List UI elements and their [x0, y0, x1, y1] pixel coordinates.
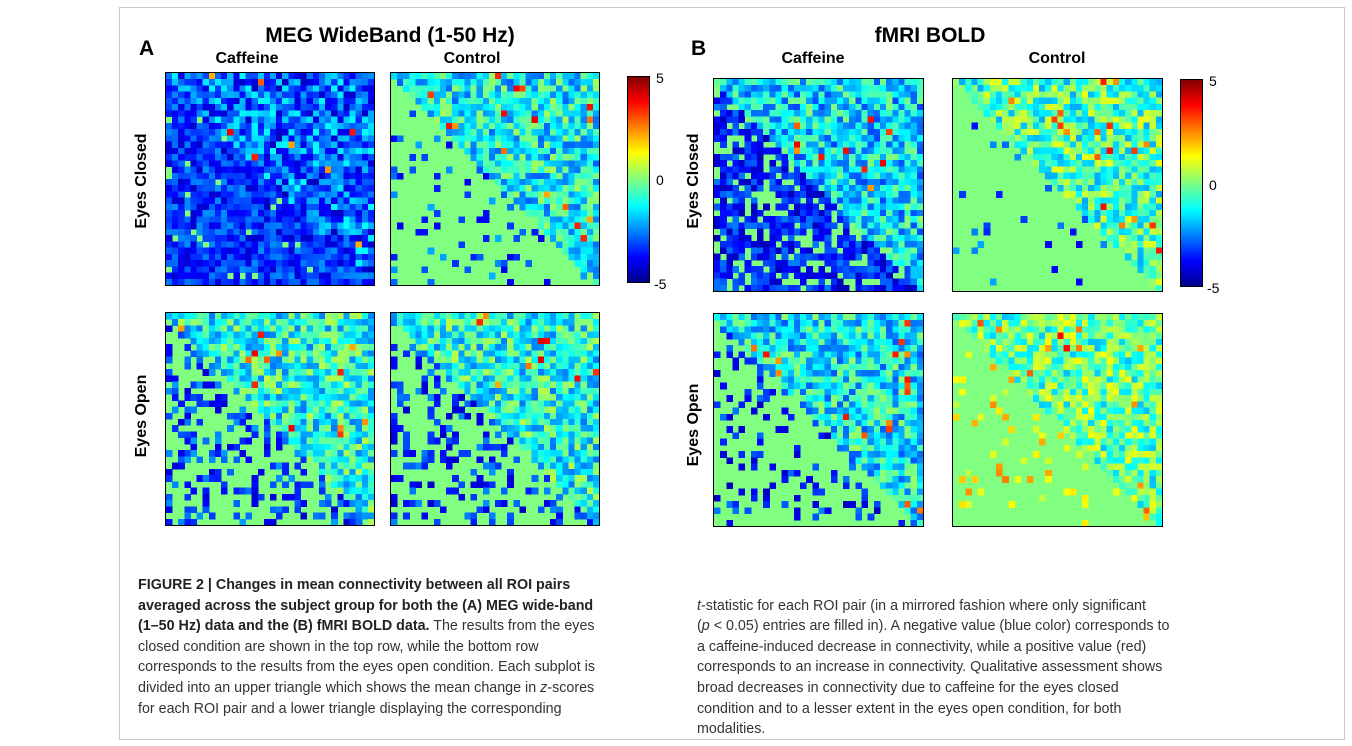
- panel-letter-b: B: [691, 37, 707, 60]
- panel-title-a: MEG WideBand (1-50 Hz): [265, 24, 515, 47]
- colorbar-a-tick-min: -5: [654, 276, 667, 292]
- col-label-a-control: Control: [443, 50, 501, 67]
- matrix-bold-control-eyes-closed: [952, 78, 1163, 292]
- row-label-b-eyes-closed: Eyes Closed: [685, 133, 702, 229]
- colorbar-b-tick-max: 5: [1209, 73, 1217, 89]
- colorbar-a: [627, 76, 650, 283]
- colorbar-b: [1180, 79, 1203, 287]
- col-label-a-caffeine: Caffeine: [215, 50, 279, 67]
- figure-frame: [119, 7, 1345, 740]
- row-label-b-eyes-open: Eyes Open: [685, 383, 702, 467]
- caption-left: FIGURE 2 | Changes in mean connectivity …: [138, 577, 595, 717]
- panel-letter-a: A: [139, 37, 155, 60]
- panel-title-b: fMRI BOLD: [874, 24, 986, 47]
- matrix-meg-caffeine-eyes-open: [165, 312, 375, 526]
- matrix-bold-control-eyes-open: [952, 313, 1163, 527]
- col-label-b-caffeine: Caffeine: [781, 50, 845, 67]
- colorbar-a-tick-max: 5: [656, 70, 664, 86]
- matrix-meg-caffeine-eyes-closed: [165, 72, 375, 286]
- colorbar-b-tick-min: -5: [1207, 280, 1220, 296]
- colorbar-a-tick-zero: 0: [656, 172, 664, 188]
- colorbar-b-tick-zero: 0: [1209, 177, 1217, 193]
- row-label-a-eyes-open: Eyes Open: [133, 374, 150, 458]
- matrix-bold-caffeine-eyes-closed: [713, 78, 924, 292]
- matrix-meg-control-eyes-closed: [390, 72, 600, 286]
- caption-lead: FIGURE 2 | Changes in mean connectivity …: [138, 577, 594, 635]
- matrix-meg-control-eyes-open: [390, 312, 600, 526]
- caption-right: t-statistic for each ROI pair (in a mirr…: [697, 597, 1170, 738]
- row-label-a-eyes-closed: Eyes Closed: [133, 133, 150, 229]
- matrix-bold-caffeine-eyes-open: [713, 313, 924, 527]
- col-label-b-control: Control: [1028, 50, 1086, 67]
